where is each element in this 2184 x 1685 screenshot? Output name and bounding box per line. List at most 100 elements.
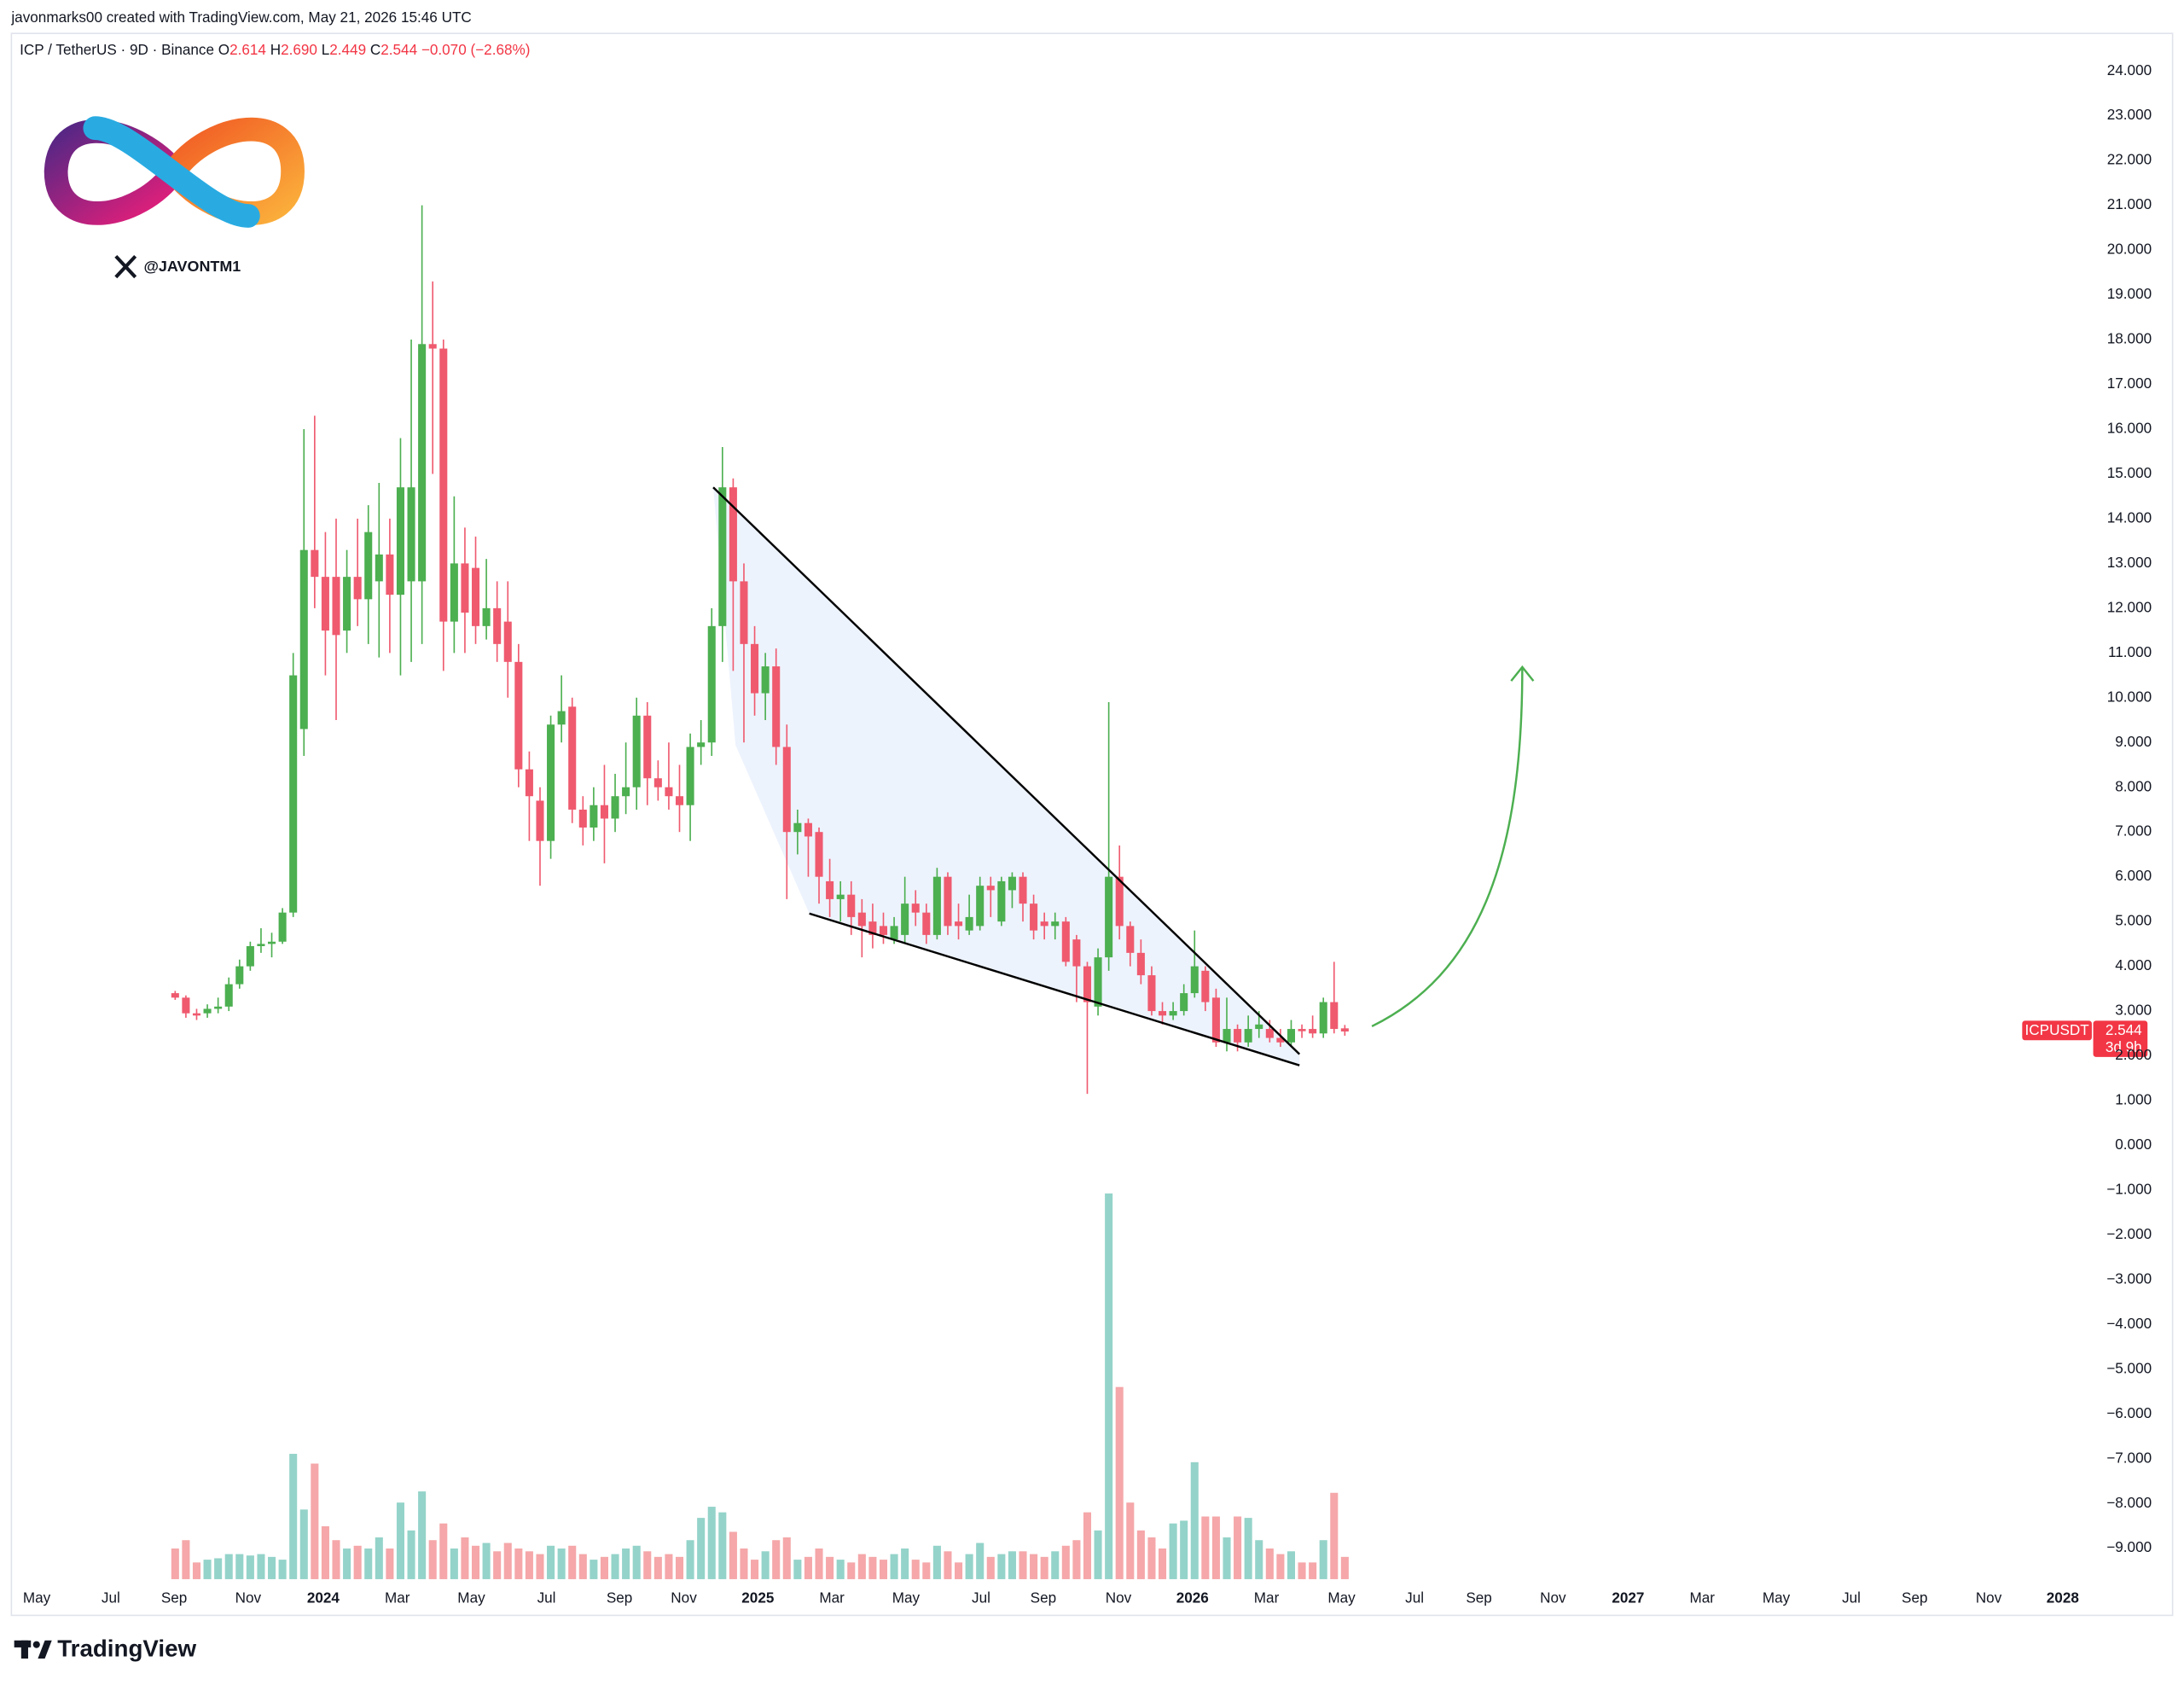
volume-bar xyxy=(944,1551,952,1579)
y-tick-label: −7.000 xyxy=(2106,1449,2152,1466)
y-tick-label: 18.000 xyxy=(2107,330,2152,347)
volume-bar xyxy=(590,1560,598,1579)
volume-bar xyxy=(718,1512,727,1579)
candle-body xyxy=(1234,1029,1242,1043)
volume-bar xyxy=(278,1560,287,1579)
icp-logo xyxy=(44,116,305,228)
candle-body xyxy=(396,487,404,596)
candle-body xyxy=(697,742,706,747)
volume-bar xyxy=(1105,1193,1113,1579)
candle-body xyxy=(1255,1024,1263,1030)
volume-bar xyxy=(450,1548,458,1579)
l-label: L xyxy=(322,40,330,57)
y-tick-label: 16.000 xyxy=(2107,420,2152,437)
candle-body xyxy=(278,912,287,942)
y-tick-label: 20.000 xyxy=(2107,241,2152,258)
candle-body xyxy=(482,607,491,626)
volume-bar xyxy=(815,1548,823,1579)
x-tick-label: 2025 xyxy=(741,1589,775,1606)
candle-body xyxy=(578,809,587,828)
volume-bar xyxy=(697,1518,706,1579)
x-tick-label: 2028 xyxy=(2047,1589,2079,1606)
y-tick-label: 14.000 xyxy=(2107,508,2152,526)
x-tick-label: May xyxy=(1763,1589,1791,1606)
candle-body xyxy=(224,984,233,1007)
candle-body xyxy=(1159,1011,1167,1016)
candle-body xyxy=(493,607,502,644)
volume-bar xyxy=(364,1548,373,1579)
tv-icon xyxy=(14,1640,52,1659)
y-tick-label: −3.000 xyxy=(2106,1270,2152,1287)
volume-bar xyxy=(879,1560,888,1579)
candle-body xyxy=(751,643,759,694)
x-tick-label: Sep xyxy=(1902,1589,1927,1606)
volume-bar xyxy=(482,1543,491,1579)
candle-body xyxy=(364,532,373,600)
candle-body xyxy=(1309,1029,1317,1034)
x-tick-label: Nov xyxy=(235,1589,262,1606)
candle-body xyxy=(514,661,523,770)
volume-bar xyxy=(439,1523,448,1579)
candle-body xyxy=(332,577,340,636)
candle-body xyxy=(299,549,308,729)
o-value: 2.614 xyxy=(229,40,266,57)
l-value: 2.449 xyxy=(329,40,366,57)
candle-body xyxy=(1319,1002,1327,1034)
volume-bar xyxy=(1094,1530,1102,1579)
candle-body xyxy=(600,805,608,819)
x-tick-label: Mar xyxy=(1689,1589,1715,1606)
candle-body xyxy=(1051,921,1060,927)
x-tick-label: Nov xyxy=(1106,1589,1132,1606)
candle-body xyxy=(611,796,619,819)
volume-bar xyxy=(1190,1461,1199,1579)
candle-body xyxy=(1083,966,1092,1002)
y-tick-label: 21.000 xyxy=(2107,195,2152,212)
price-tag xyxy=(2093,1020,2148,1057)
x-tick-label: May xyxy=(457,1589,485,1606)
lower-trendline xyxy=(809,912,1300,1066)
volume-bar xyxy=(1298,1562,1306,1579)
footer-brand: TradingView xyxy=(57,1636,196,1662)
volume-bar xyxy=(611,1554,619,1579)
candle-body xyxy=(804,822,812,837)
volume-bar xyxy=(536,1554,544,1579)
y-tick-label: 2.000 xyxy=(2115,1046,2152,1063)
candle-body xyxy=(1136,952,1145,976)
volume-bar xyxy=(1115,1386,1124,1579)
candle-body xyxy=(665,787,673,797)
volume-bar xyxy=(557,1548,566,1579)
volume-bar xyxy=(1330,1492,1339,1579)
volume-bar xyxy=(976,1543,985,1579)
volume-bar xyxy=(1169,1523,1177,1579)
volume-bar xyxy=(547,1545,555,1579)
last-price: 2.544 xyxy=(2106,1021,2142,1038)
candle-body xyxy=(547,724,555,841)
candle-body xyxy=(718,487,727,626)
x-tick-label: 2026 xyxy=(1176,1589,1209,1606)
volume-bar xyxy=(182,1540,190,1579)
candle-body xyxy=(1276,1037,1285,1043)
x-tick-label: Mar xyxy=(385,1589,410,1606)
y-tick-label: 11.000 xyxy=(2108,643,2152,660)
candle-body xyxy=(503,621,512,662)
volume-bar xyxy=(761,1551,770,1579)
volume-bar xyxy=(632,1545,641,1579)
candle-body xyxy=(707,625,716,743)
y-tick-label: 22.000 xyxy=(2107,151,2152,168)
y-tick-label: −5.000 xyxy=(2106,1359,2152,1376)
y-tick-label: −1.000 xyxy=(2106,1180,2152,1197)
upper-trendline xyxy=(712,486,1301,1055)
c-label: C xyxy=(370,40,380,57)
volume-bar xyxy=(1265,1548,1274,1579)
candle-body xyxy=(976,886,985,927)
candle-body xyxy=(557,711,566,725)
volume-bar xyxy=(235,1554,244,1579)
x-tick-label: May xyxy=(892,1589,921,1606)
volume-bar xyxy=(857,1554,866,1579)
x-tick-label: 2027 xyxy=(1612,1589,1644,1606)
x-tick-label: Jul xyxy=(537,1589,556,1606)
candle-body xyxy=(1019,876,1027,904)
projection-arrow xyxy=(1371,668,1524,1028)
volume-bar xyxy=(224,1554,233,1579)
